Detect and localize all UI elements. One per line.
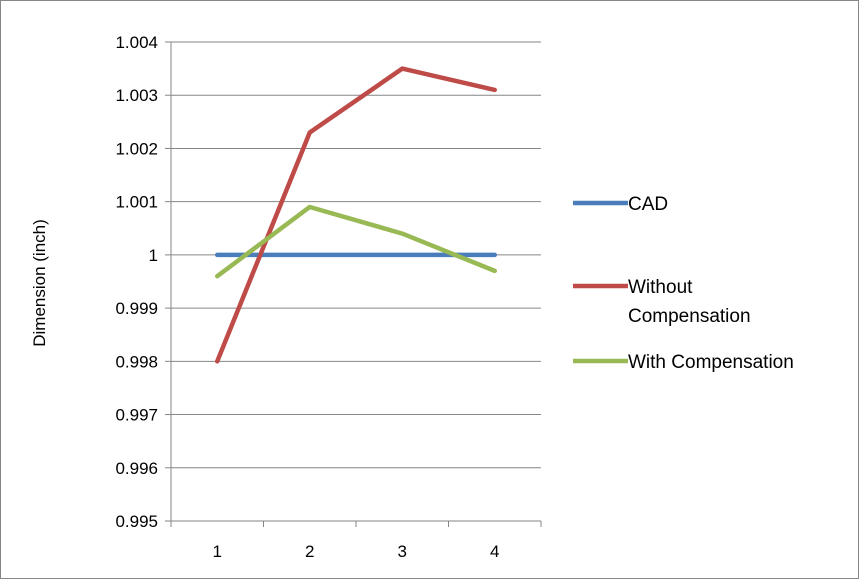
x-tick-label: 4 [490,542,499,561]
y-tick-label: 1.003 [115,86,158,105]
y-tick-labels: 0.995 0.996 0.997 0.998 0.999 1 1.001 1.002 1.00… [115,33,158,531]
x-tick-labels: 1 2 3 4 [213,542,500,561]
series-line-with-compensation [215,204,497,279]
legend-label: With Compensation [628,352,794,373]
legend-label: Without [628,277,693,298]
y-tick-label: 0.996 [115,459,158,478]
y-tick-label: 0.998 [115,352,158,371]
y-tick-label: 1.001 [115,193,158,212]
y-tick-label: 0.995 [115,512,158,531]
y-axis-title: Dimension (inch) [30,219,49,347]
y-tick-label: 1.004 [115,33,158,52]
x-tick-label: 2 [305,542,314,561]
legend-label: CAD [628,194,668,215]
x-tick-label: 3 [398,542,407,561]
series-lines [215,66,497,364]
legend: CAD Without Compensation With Compensation [573,194,794,373]
x-tick-label: 1 [213,542,222,561]
y-tick-label: 1.002 [115,139,158,158]
y-tick-label: 0.999 [115,299,158,318]
axes [165,41,542,527]
series-line-without-compensation [215,66,497,364]
y-tick-label: 0.997 [115,406,158,425]
legend-label: Compensation [628,306,751,327]
y-tick-label: 1 [149,246,158,265]
